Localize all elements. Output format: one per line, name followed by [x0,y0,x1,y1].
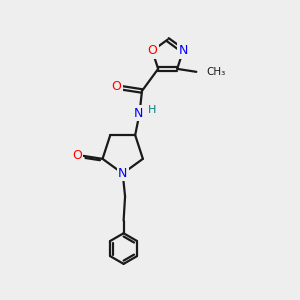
Text: O: O [72,149,82,162]
Text: CH₃: CH₃ [207,67,226,77]
Text: O: O [111,80,121,93]
Text: N: N [178,44,188,57]
Text: O: O [147,44,157,57]
Text: N: N [118,167,128,180]
Text: N: N [134,106,143,119]
Text: H: H [148,104,156,115]
